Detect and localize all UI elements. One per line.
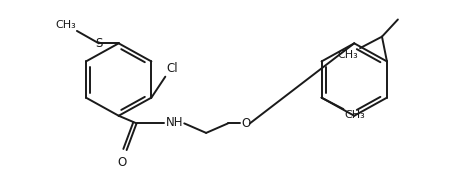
Text: CH₃: CH₃ [55, 20, 76, 30]
Text: NH: NH [165, 116, 183, 129]
Text: CH₃: CH₃ [344, 110, 365, 120]
Text: CH₃: CH₃ [338, 50, 358, 60]
Text: Cl: Cl [166, 62, 178, 75]
Text: S: S [95, 37, 103, 50]
Text: O: O [117, 156, 126, 169]
Text: O: O [241, 117, 250, 130]
